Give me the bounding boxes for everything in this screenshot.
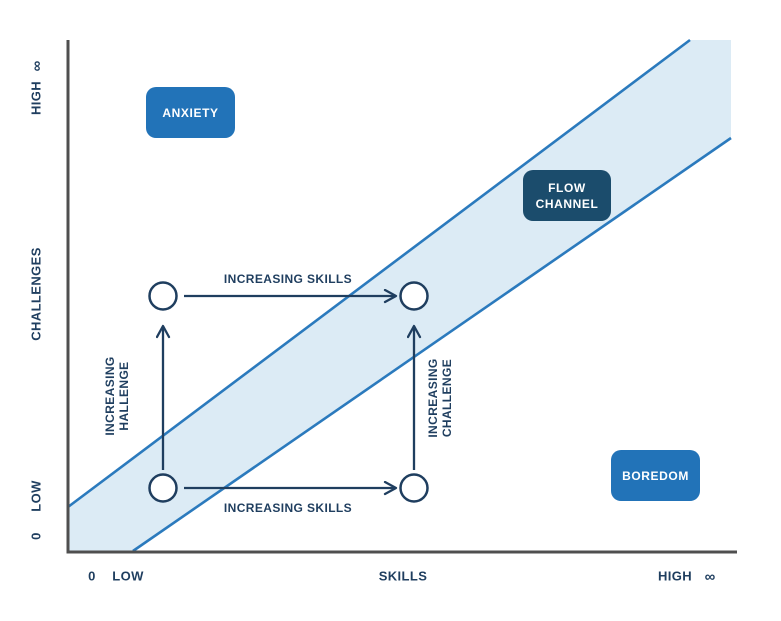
flow-channel-lower-edge (132, 136, 732, 553)
increasing-skills-bottom-label: INCREASING SKILLS (223, 501, 353, 515)
x-axis-zero-label: 0 (88, 568, 96, 584)
boredom-zone-box: BOREDOM (611, 450, 700, 501)
increasing-skills-top-label: INCREASING SKILLS (223, 272, 353, 286)
increasing-challenge-left-label: INCREASING HALLENGE (103, 356, 131, 435)
increasing-challenge-right-line1: INCREASING (426, 358, 440, 438)
y-axis-high-label: HIGH (28, 80, 44, 116)
x-axis-low-label: LOW (112, 568, 144, 584)
x-axis-infinity-label: ∞ (704, 568, 716, 586)
y-axis-zero-label: 0 (28, 532, 44, 540)
anxiety-zone-label: ANXIETY (162, 105, 219, 120)
flow-channel-zone-box: FLOW CHANNEL (523, 170, 611, 221)
flow-channel-upper-edge (67, 38, 691, 509)
x-axis-title: SKILLS (378, 568, 428, 584)
increasing-challenge-right-label: INCREASING CHALLENGE (426, 358, 454, 437)
increasing-challenge-right-line2: CHALLENGE (440, 358, 454, 438)
anxiety-zone-box: ANXIETY (146, 87, 235, 138)
y-axis-title: CHALLENGES (28, 247, 44, 341)
increasing-challenge-left-line1: INCREASING (103, 356, 117, 436)
flow-channel-label-line2: CHANNEL (535, 196, 599, 211)
x-axis-high-label: HIGH (657, 568, 693, 584)
flow-channel-label-line1: FLOW (548, 180, 586, 195)
state-circle-top-right (399, 281, 429, 311)
boredom-zone-label: BOREDOM (622, 468, 689, 483)
increasing-challenge-left-line2: HALLENGE (117, 361, 131, 431)
y-axis-low-label: LOW (28, 480, 44, 512)
state-circle-bottom-right (399, 473, 429, 503)
state-circle-bottom-left (148, 473, 178, 503)
state-circle-top-left (148, 281, 178, 311)
y-axis-infinity-label: ∞ (28, 60, 46, 72)
